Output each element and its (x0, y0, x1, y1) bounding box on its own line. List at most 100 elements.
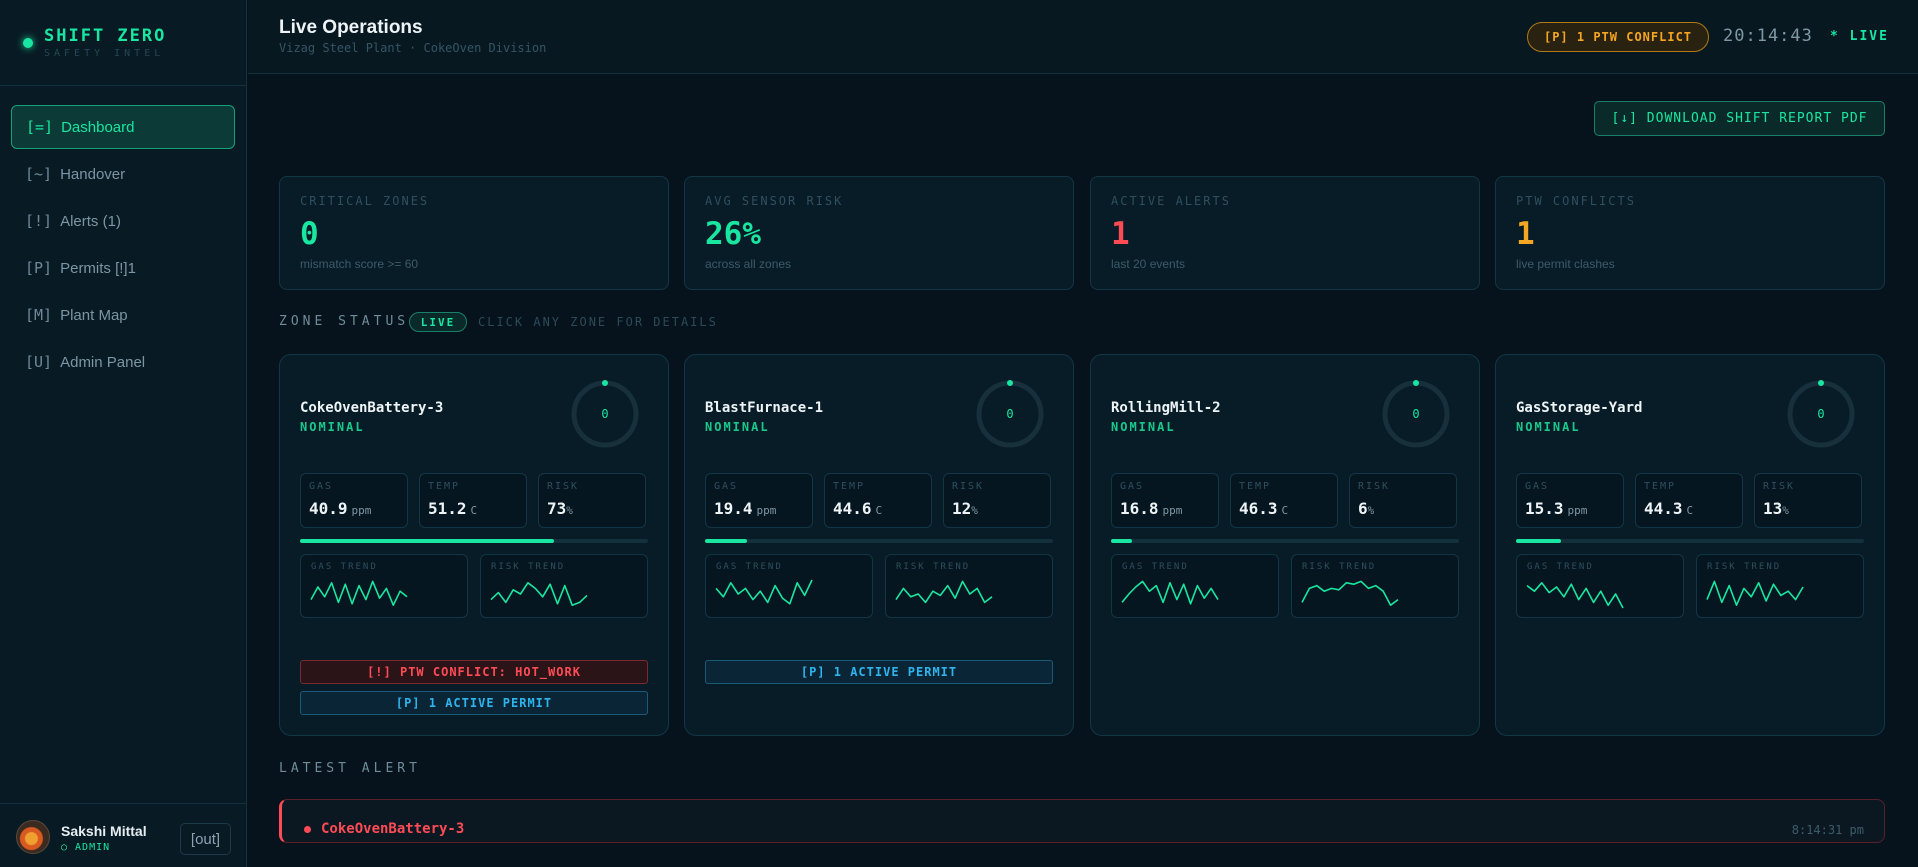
sidebar: SHIFT ZERO SAFETY INTEL [=] Dashboard [~] H… (0, 0, 247, 867)
gas-trend-sparkline-line (1526, 582, 1624, 609)
risk-trend-panel: RISK TREND (1291, 554, 1459, 618)
avatar[interactable] (16, 820, 50, 854)
trend-label: GAS TREND (1122, 562, 1189, 572)
zone-card[interactable]: GasStorage-Yard NOMINAL 0 GAS 15.3 ppm TEMP 44.… (1495, 354, 1885, 736)
zone-card[interactable]: CokeOvenBattery-3 NOMINAL 0 GAS 40.9 ppm TEMP 5… (279, 354, 669, 736)
score-gauge (1787, 380, 1855, 448)
sidebar-item-label: Permits [!]1 (60, 259, 136, 277)
risk-bar-fill (705, 539, 747, 543)
alert-zone-name: CokeOvenBattery-3 (321, 821, 465, 837)
risk-trend-panel: RISK TREND (885, 554, 1053, 618)
zone-card[interactable]: RollingMill-2 NOMINAL 0 GAS 16.8 ppm TEMP 46.3 C… (1090, 354, 1480, 736)
trend-label: RISK TREND (896, 562, 971, 572)
metric-unit: % (1782, 504, 1789, 517)
metric-number: 51.2 (428, 499, 467, 518)
sidebar-item-label: Dashboard (61, 118, 135, 136)
handover-icon: [~] (25, 165, 53, 183)
ptw-conflict-tag[interactable]: [!] PTW CONFLICT: HOT_WORK (300, 660, 648, 684)
stat-value: 1 (1111, 216, 1130, 252)
stat-value: 26% (705, 216, 761, 252)
risk-trend-sparkline-line (1301, 580, 1399, 607)
download-report-button[interactable]: [↓] DOWNLOAD SHIFT REPORT PDF (1594, 101, 1885, 136)
gas-trend-sparkline-line (310, 580, 408, 607)
risk-bar (300, 539, 648, 543)
metric-number: 73 (547, 499, 567, 518)
metric-label: TEMP (1239, 481, 1272, 492)
metric-risk: RISK 73% (538, 473, 646, 528)
sidebar-item-permits[interactable]: [P] Permits [!]1 (11, 246, 235, 290)
gauge-value: 0 (1006, 407, 1014, 421)
dashboard-icon: [=] (26, 118, 54, 136)
sidebar-item-admin-panel[interactable]: [U] Admin Panel (11, 340, 235, 384)
user-role: ○ ADMIN (61, 842, 111, 853)
active-permit-tag[interactable]: [P] 1 ACTIVE PERMIT (705, 660, 1053, 684)
metric-label: GAS (1120, 481, 1145, 492)
alert-dot-icon (304, 826, 311, 833)
metric-number: 46.3 (1239, 499, 1278, 518)
sidebar-item-alerts[interactable]: [!] Alerts (1) (11, 199, 235, 243)
sidebar-item-handover[interactable]: [~] Handover (11, 152, 235, 196)
metric-label: RISK (1763, 481, 1796, 492)
gauge-marker (602, 380, 608, 386)
sidebar-item-label: Handover (60, 165, 126, 183)
zone-status-title: ZONE STATUS (279, 314, 410, 329)
metric-temp: TEMP 44.3 C (1635, 473, 1743, 528)
user-name: Sakshi Mittal (61, 823, 147, 839)
metric-value: 46.3 C (1239, 499, 1288, 518)
risk-trend-sparkline-line (895, 580, 993, 604)
stat-note: across all zones (705, 257, 792, 271)
metric-risk: RISK 12% (943, 473, 1051, 528)
metric-label: GAS (714, 481, 739, 492)
stat-value: 1 (1516, 216, 1535, 252)
stat-note: last 20 events (1111, 257, 1186, 271)
ptw-conflict-badge[interactable]: [P] 1 PTW CONFLICT (1527, 22, 1709, 52)
metric-value: 6% (1358, 499, 1374, 518)
stat-card-active-alerts: ACTIVE ALERTS 1 last 20 events (1090, 176, 1480, 290)
stat-label: CRITICAL ZONES (300, 194, 430, 208)
metric-value: 19.4 ppm (714, 499, 776, 518)
trend-label: GAS TREND (311, 562, 378, 572)
gauge-value: 0 (1412, 407, 1420, 421)
latest-alert-card[interactable]: CokeOvenBattery-3 8:14:31 pm (279, 799, 1885, 843)
stat-note: mismatch score >= 60 (300, 257, 419, 271)
logout-button[interactable]: [out] (180, 823, 231, 855)
metric-number: 19.4 (714, 499, 753, 518)
metric-unit: ppm (351, 504, 372, 517)
risk-trend-sparkline-line (490, 582, 588, 607)
sidebar-item-dashboard[interactable]: [=] Dashboard (11, 105, 235, 149)
metric-number: 44.6 (833, 499, 872, 518)
active-permit-tag[interactable]: [P] 1 ACTIVE PERMIT (300, 691, 648, 715)
metric-number: 16.8 (1120, 499, 1159, 518)
zone-status: NOMINAL (300, 420, 365, 434)
metric-value: 12% (952, 499, 978, 518)
zone-live-badge: LIVE (409, 312, 467, 332)
zone-card[interactable]: BlastFurnace-1 NOMINAL 0 GAS 19.4 ppm TEMP 44.6… (684, 354, 1074, 736)
metric-label: RISK (952, 481, 985, 492)
metric-number: 13 (1763, 499, 1783, 518)
trend-label: RISK TREND (1302, 562, 1377, 572)
stat-value: 0 (300, 216, 319, 252)
metric-unit: % (971, 504, 978, 517)
gauge-value: 0 (1817, 407, 1825, 421)
gas-trend-sparkline (715, 579, 813, 605)
risk-bar (1111, 539, 1459, 543)
gas-trend-panel: GAS TREND (1111, 554, 1279, 618)
metric-number: 44.3 (1644, 499, 1683, 518)
gas-trend-panel: GAS TREND (300, 554, 468, 618)
metric-gas: GAS 15.3 ppm (1516, 473, 1624, 528)
metric-unit: % (1367, 504, 1375, 517)
metric-gas: GAS 16.8 ppm (1111, 473, 1219, 528)
metric-label: TEMP (833, 481, 866, 492)
zone-name: BlastFurnace-1 (705, 400, 824, 416)
risk-bar-fill (1516, 539, 1562, 543)
risk-bar-fill (300, 539, 555, 543)
zone-hint: CLICK ANY ZONE FOR DETAILS (478, 315, 718, 329)
trend-label: GAS TREND (716, 562, 783, 572)
risk-bar-fill (1111, 539, 1132, 543)
metric-value: 44.6 C (833, 499, 882, 518)
risk-trend-sparkline-line (1706, 580, 1804, 607)
sidebar-item-plant-map[interactable]: [M] Plant Map (11, 293, 235, 337)
risk-trend-panel: RISK TREND (480, 554, 648, 618)
stat-label: AVG SENSOR RISK (705, 194, 844, 208)
brand-subtitle: SAFETY INTEL (44, 48, 165, 59)
